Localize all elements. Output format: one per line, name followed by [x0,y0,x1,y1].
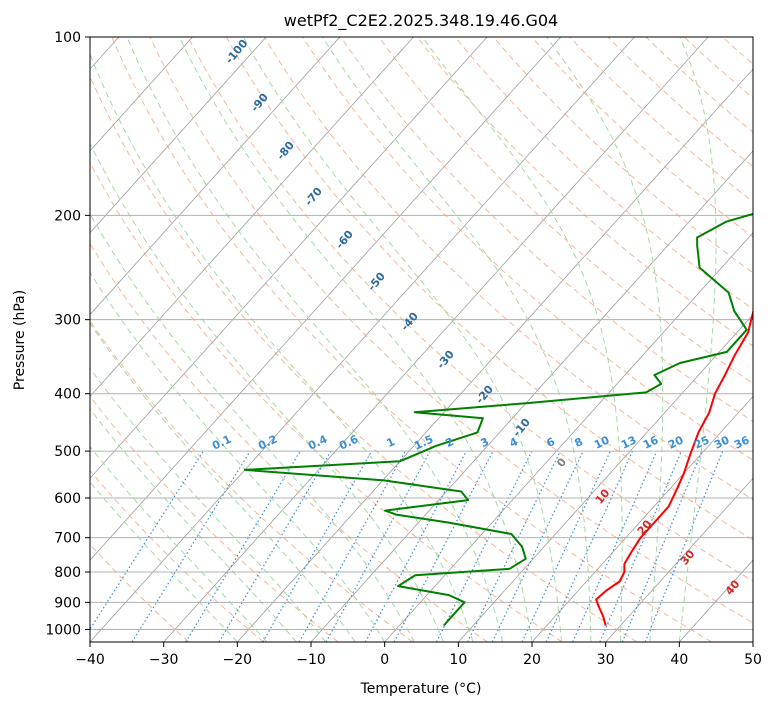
isotherm-line [458,313,753,642]
mixing-ratio-line [90,450,204,631]
moist-adiabat-line [90,271,386,642]
moist-adiabat-line [126,37,503,642]
x-tick-label: 10 [449,652,467,668]
dry-adiabat-line [90,320,414,642]
y-tick-label: 500 [54,444,81,460]
isotherm-line [90,37,488,479]
dry-adiabat-line [645,37,753,133]
isotherm-line [163,37,709,642]
chart-title: wetPf2_C2E2.2025.348.19.46.G04 [284,11,558,31]
mixing-ratio-label: 16 [641,433,661,451]
y-tick-label: 300 [54,313,81,329]
x-tick-label: 30 [597,652,615,668]
axis-ticks: −40 −30 −20 −10 0 10 20 30 40 50 100 200 300 400 500 60… [45,30,762,668]
dry-adiabat-line [187,37,753,582]
dry-adiabat-line [90,469,264,642]
mixing-ratio-line [572,450,658,642]
isotherm-line [90,37,193,152]
mixing-ratio-line [185,450,301,642]
mixing-ratio-line [521,450,611,642]
dewpoint-profile-line [243,212,753,627]
moist-adiabat-line [90,142,445,642]
y-tick-label: 600 [54,491,81,507]
y-tick-label: 200 [54,208,81,224]
moist-adiabat-line [421,37,623,642]
dry-adiabat-line [225,37,753,541]
mixing-ratio-line [325,450,431,642]
isotherm-line [605,477,753,642]
x-tick-label: 40 [670,652,688,668]
y-axis-label: Pressure (hPa) [12,290,28,390]
mixing-ratio-label: 20 [666,433,686,451]
y-tick-label: 100 [54,30,81,46]
y-tick-label: 400 [54,387,81,403]
x-tick-label: −40 [75,652,105,668]
dry-adiabat-line [90,242,488,642]
mixing-ratio-line [621,450,703,642]
x-tick-label: 20 [523,652,541,668]
mixing-ratio-line [599,450,682,642]
isotherm-line [90,37,635,642]
dry-adiabat-line [607,37,753,168]
dry-adiabat-line [530,37,753,238]
mixing-ratio-label: 30 [712,433,732,451]
mixing-ratio-line [491,450,584,642]
dry-adiabat-line [302,37,753,461]
dry-adiabat-line [90,75,638,642]
y-tick-label: 800 [54,565,81,581]
y-tick-label: 700 [54,531,81,547]
isotherm-line [384,232,753,642]
mixing-ratio-label: 25 [692,433,711,451]
dry-adiabat-line [111,37,712,642]
isotherm-line [90,37,341,316]
temperature-profile-line [595,308,753,626]
moist-adiabat-line [90,322,356,642]
moist-adiabat-line [90,445,268,642]
moist-adiabat-line [90,481,238,642]
moist-adiabat-line [242,37,562,642]
x-tick-label: −30 [149,652,179,668]
x-tick-label: 50 [744,652,762,668]
isotherm-line [90,37,414,398]
dry-adiabat-line [378,37,753,385]
mixing-ratio-label: 13 [619,433,638,451]
moist-adiabat-line [322,37,592,642]
isotherm-line [310,150,753,642]
mixing-ratio-line [545,450,634,642]
moist-adiabat-line [90,367,327,642]
moist-adiabat-line [546,37,664,642]
isotherm-line [237,68,753,642]
dry-adiabat-line [149,37,753,624]
y-tick-label: 1000 [45,622,81,638]
mixing-ratio-label: 36 [732,433,752,451]
isotherm-line [90,37,562,561]
mixing-ratio-line [466,450,561,642]
plot-frame [89,36,754,643]
y-tick-label: 900 [54,595,81,611]
mixing-ratio-line [262,450,373,642]
moist-adiabat-line [178,37,533,642]
mixing-ratio-line [131,450,251,642]
x-tick-label: −20 [223,652,253,668]
x-axis-label: Temperature (°C) [360,681,482,697]
isotherm-line [90,37,267,234]
x-tick-label: 0 [380,652,389,668]
mixing-ratio-line [298,450,406,642]
mixing-ratio-line [218,450,332,642]
isotherm-line [531,395,753,642]
dry-adiabat-line [90,161,563,642]
dry-adiabat-line [569,37,753,203]
dry-adiabat-line [416,37,753,347]
moist-adiabat-line [90,212,415,642]
mixing-ratio-label: 10 [592,433,612,451]
x-tick-label: −10 [296,652,326,668]
